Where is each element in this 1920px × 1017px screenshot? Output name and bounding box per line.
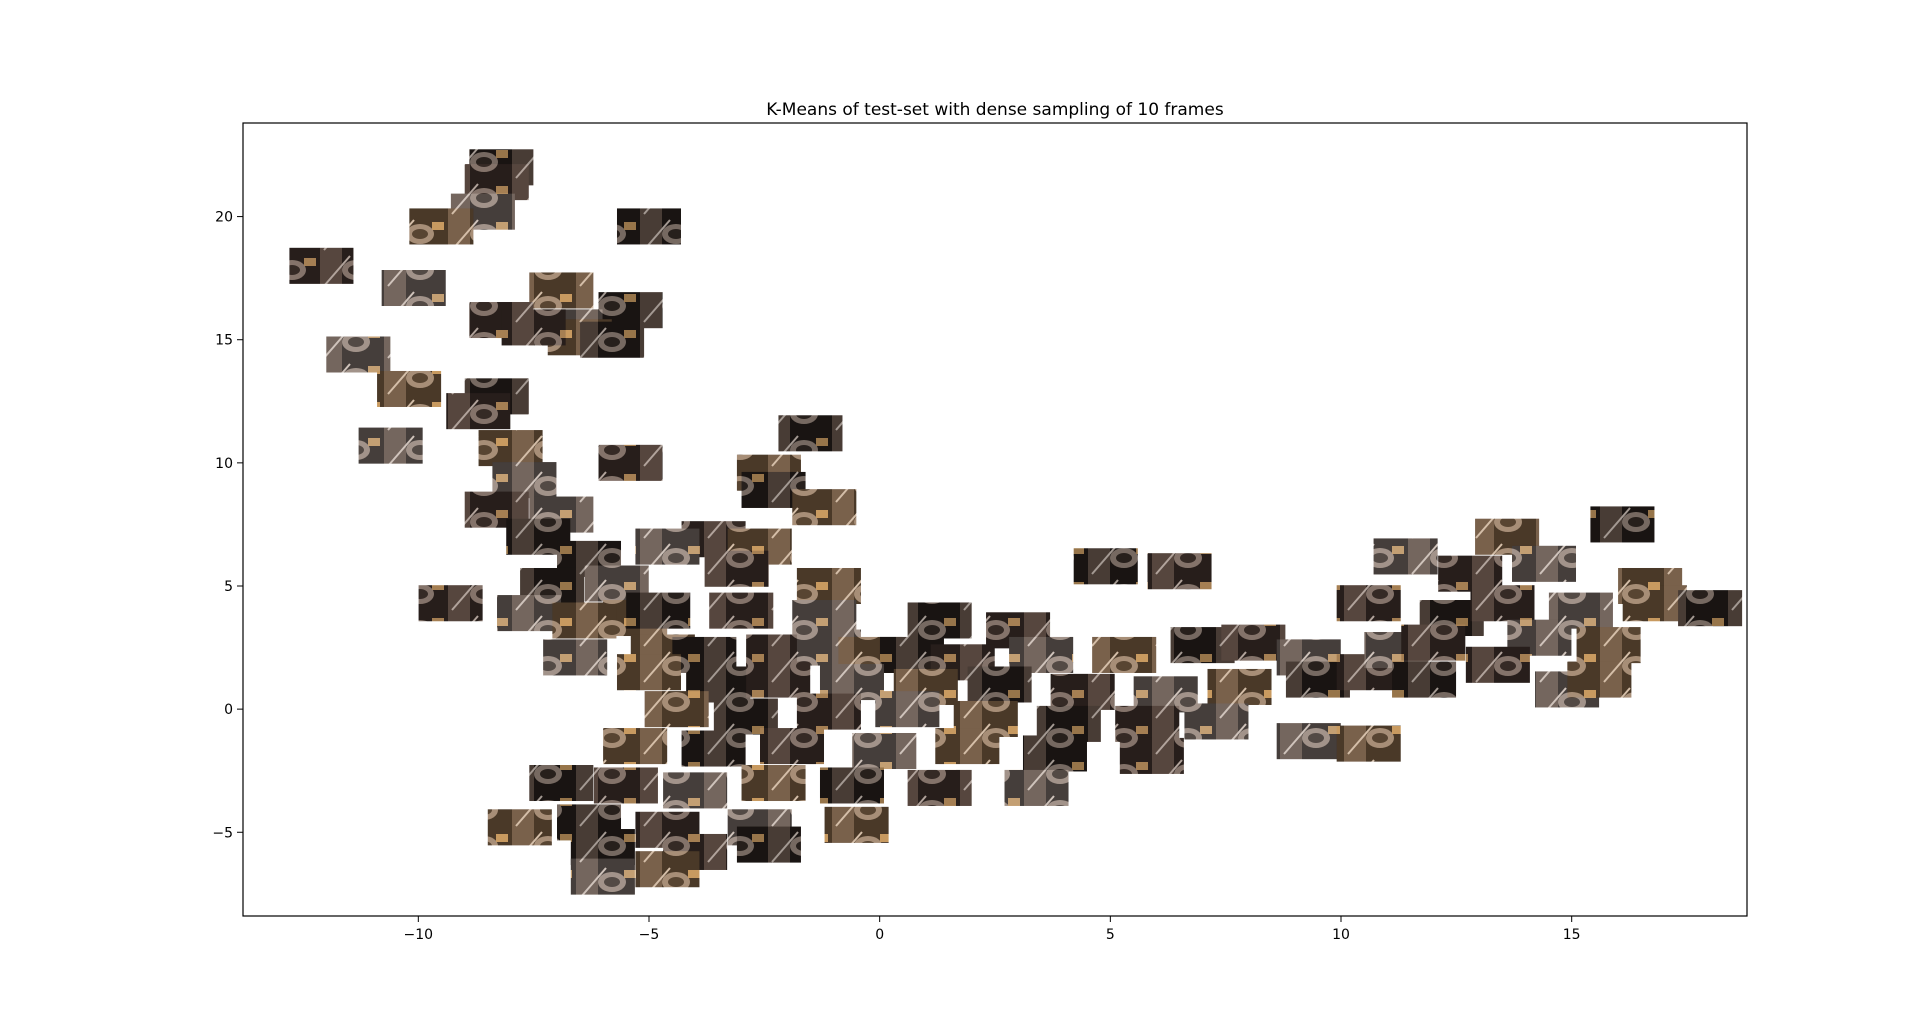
thumbnail-point: [736, 826, 801, 863]
thumbnail-point: [289, 247, 354, 284]
thumbnail-point: [326, 336, 391, 373]
thumbnail-point: [1147, 553, 1212, 590]
thumbnail-point: [792, 489, 857, 526]
thumbnail-point: [603, 728, 668, 765]
thumbnail-point: [1465, 646, 1530, 683]
thumbnail-point: [478, 430, 543, 467]
thumbnail-layer: [289, 149, 1743, 895]
thumbnail-point: [529, 272, 594, 309]
thumbnail-point: [446, 393, 511, 430]
y-tick-label: 0: [224, 702, 233, 718]
thumbnail-point: [598, 444, 663, 481]
thumbnail-point: [1276, 723, 1341, 760]
thumbnail-point: [704, 550, 769, 587]
thumbnail-point: [760, 728, 825, 765]
x-tick-label: −10: [404, 927, 434, 943]
thumbnail-point: [616, 208, 681, 245]
thumbnail-point: [543, 639, 608, 676]
thumbnail-point: [1073, 548, 1138, 585]
thumbnail-point: [778, 415, 843, 452]
thumbnail-point: [681, 730, 746, 767]
chart-title: K-Means of test-set with dense sampling …: [766, 100, 1224, 120]
thumbnail-point: [875, 691, 940, 728]
thumbnail-point: [497, 595, 562, 632]
thumbnail-point: [1115, 705, 1180, 742]
thumbnail-point: [529, 765, 594, 802]
thumbnail-point: [1470, 585, 1535, 622]
thumbnail-point: [746, 661, 811, 698]
thumbnail-point: [1119, 737, 1184, 774]
thumbnail-point: [580, 321, 645, 358]
thumbnail-point: [986, 612, 1051, 649]
thumbnail-point: [635, 528, 700, 565]
x-tick-label: 15: [1563, 927, 1581, 943]
thumbnail-point: [907, 769, 972, 806]
thumbnail-point: [852, 732, 917, 769]
thumbnail-point: [819, 767, 884, 804]
x-tick-label: −5: [639, 927, 660, 943]
thumbnail-point: [1221, 624, 1286, 661]
thumbnail-point: [935, 728, 1000, 765]
thumbnail-point: [644, 691, 709, 728]
thumbnail-point: [1336, 725, 1401, 762]
thumbnail-point: [1184, 703, 1249, 740]
thumbnail-point: [487, 809, 552, 846]
thumbnail-point: [358, 427, 423, 464]
thumbnail-point: [1004, 769, 1069, 806]
thumbnail-point: [1022, 735, 1087, 772]
thumbnail-point: [418, 585, 483, 622]
thumbnail-point: [1092, 636, 1157, 673]
thumbnail-point: [907, 602, 972, 639]
thumbnail-point: [967, 666, 1032, 703]
thumbnail-point: [593, 767, 658, 804]
y-tick-label: 20: [215, 210, 233, 226]
thumbnail-point: [1336, 585, 1401, 622]
thumbnail-point: [501, 309, 566, 346]
thumbnail-point: [663, 772, 728, 809]
y-tick-label: −5: [212, 825, 233, 841]
thumbnail-point: [1207, 668, 1272, 705]
thumbnail-point: [824, 806, 889, 843]
thumbnail-point: [377, 370, 442, 407]
thumbnail-point: [409, 208, 474, 245]
thumbnail-point: [1050, 673, 1115, 710]
y-tick-label: 10: [215, 456, 233, 472]
thumbnail-point: [1373, 538, 1438, 575]
thumbnail-point: [741, 765, 806, 802]
plot-frame: [242, 122, 1748, 917]
thumbnail-point: [1622, 585, 1687, 622]
thumbnail-point: [1567, 661, 1632, 698]
thumbnail-point: [1512, 545, 1577, 582]
y-axis: −5 0 5 10 15 20: [212, 210, 243, 841]
y-tick-label: 15: [215, 333, 233, 349]
thumbnail-point: [381, 270, 446, 307]
thumbnail-point: [1576, 627, 1641, 664]
thumbnail-point: [796, 567, 861, 604]
thumbnail-point: [616, 654, 681, 691]
thumbnail-point: [796, 693, 861, 730]
x-axis: −10 −5 0 5 10 15: [404, 916, 1581, 943]
y-tick-label: 5: [224, 579, 233, 595]
thumbnail-point: [709, 592, 774, 629]
x-tick-label: 5: [1106, 927, 1115, 943]
thumbnail-point: [1678, 590, 1743, 627]
thumbnail-point: [1590, 506, 1655, 543]
thumbnail-point: [1401, 624, 1466, 661]
thumbnail-point: [552, 602, 617, 639]
x-tick-label: 0: [875, 927, 884, 943]
thumbnail-point: [635, 851, 700, 888]
thumbnail-point: [570, 858, 635, 895]
x-tick-label: 10: [1332, 927, 1350, 943]
thumbnail-point: [626, 592, 691, 629]
thumbnail-point: [1392, 661, 1457, 698]
